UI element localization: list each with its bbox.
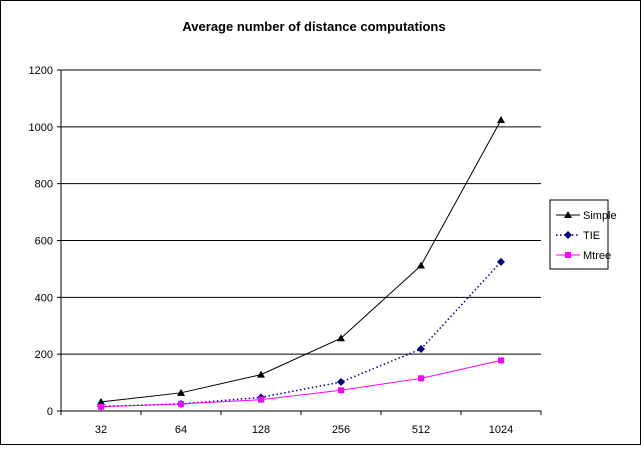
data-point-mtree xyxy=(178,400,184,407)
x-tick-label: 128 xyxy=(252,424,270,436)
legend-label-mtree: Mtree xyxy=(583,250,611,262)
data-point-simple xyxy=(337,334,345,342)
x-tick-label: 256 xyxy=(332,424,350,436)
data-point-simple xyxy=(497,116,505,124)
legend-marker-mtree xyxy=(565,252,571,258)
series-line-tie xyxy=(100,261,502,408)
legend: Simple TIE Mtree xyxy=(549,199,617,270)
y-tick-label: 400 xyxy=(35,292,53,304)
legend-label-simple: Simple xyxy=(583,210,617,222)
legend-marker-simple xyxy=(564,211,572,218)
y-tick-label: 1000 xyxy=(29,122,53,134)
y-tick-label: 200 xyxy=(35,349,53,361)
plot-area: 0 200 400 600 800 1000 1200 32 64 128 256 512 1024 xyxy=(29,65,542,436)
data-point-simple xyxy=(257,370,265,378)
data-point-mtree xyxy=(98,403,104,410)
y-tick-label: 1200 xyxy=(29,65,53,77)
x-tick-label: 64 xyxy=(175,424,187,436)
y-tick-label: 800 xyxy=(35,179,53,191)
chart-title: Average number of distance computations xyxy=(182,19,445,34)
series-line-mtree xyxy=(100,359,502,408)
legend-box xyxy=(549,199,609,270)
series-line-simple xyxy=(100,119,502,403)
legend-label-tie: TIE xyxy=(583,230,600,242)
data-point-mtree xyxy=(258,396,264,403)
data-point-simple xyxy=(417,261,425,269)
legend-marker-tie xyxy=(564,231,572,239)
x-tick-label: 1024 xyxy=(489,424,513,436)
data-point-mtree xyxy=(338,387,344,394)
x-tick-label: 512 xyxy=(412,424,430,436)
y-tick-label: 0 xyxy=(47,406,53,418)
data-point-tie xyxy=(417,345,425,354)
data-point-tie xyxy=(337,378,345,387)
data-point-simple xyxy=(177,388,185,396)
x-tick-label: 32 xyxy=(95,424,107,436)
data-point-mtree xyxy=(418,375,424,382)
data-point-tie xyxy=(497,257,505,266)
y-tick-label: 600 xyxy=(35,236,53,248)
data-point-simple xyxy=(97,397,105,405)
data-point-mtree xyxy=(498,357,504,364)
